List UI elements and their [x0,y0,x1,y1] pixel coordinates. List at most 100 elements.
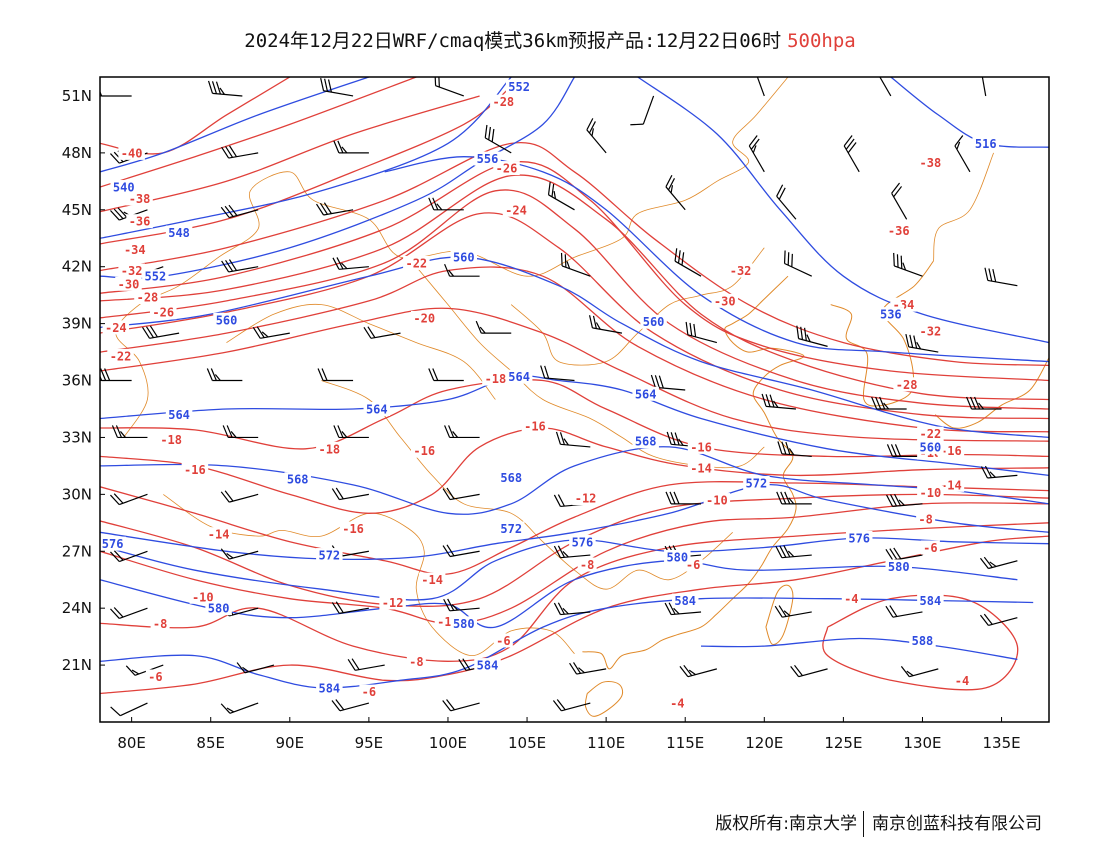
height-contour-label: 536 [880,308,902,322]
wind-barb [444,263,480,277]
wind-barb [222,425,259,439]
wind-barb [885,547,923,561]
temperature-contour-label-bg [952,673,972,688]
temperature-contour-label-bg [885,223,912,238]
chart-title: 2024年12月22日WRF/cmaq模式36km预报产品:12月22日06时 5… [0,26,1100,53]
wind-barb [885,605,923,618]
temperature-contour-label-bg [157,432,185,447]
boundary-line [163,494,575,657]
wind-barb [320,77,354,97]
wind-barb [428,368,464,382]
wind-barb [666,431,702,448]
wind-barb [484,124,512,154]
temperature-contour-label: -30 [714,294,736,308]
boundary-line [933,152,994,262]
height-contour-label-bg [743,475,770,490]
height-contour-line [100,77,370,173]
coastline [584,680,624,717]
height-contour-label: 584 [674,594,696,608]
temperature-contour-label-bg [410,443,438,458]
temperature-contour-label-bg [145,669,165,684]
height-contour-label-bg [917,593,944,608]
wind-barb [111,425,148,439]
height-contour-label: 560 [643,315,665,329]
temperature-contour-label-bg [711,293,739,308]
temperature-contour-label-bg [107,348,134,363]
wind-barb [588,315,623,334]
temperature-contour-label-bg [687,439,715,454]
height-contour-label-bg [165,407,193,422]
contour-label-layer: -40-38-38-36-36-34-34-32 -32-32-30-30-28-… [100,79,999,711]
temperature-contour-label: -6 [148,670,162,684]
temperature-contour-label: -36 [888,224,910,238]
temperature-contour-label-bg [150,305,177,320]
lon-tick-label: 120E [745,734,783,752]
temperature-contour-label: -6 [923,541,937,555]
temperature-contour-line [100,212,1049,420]
height-contour-label: 568 [287,473,309,487]
wind-barb [685,321,718,344]
temperature-contour-label: -6 [496,634,510,648]
height-contour-label-bg [316,548,343,563]
height-contour-label-bg [497,470,525,485]
lon-tick-label: 90E [276,734,305,752]
wind-barb [560,252,591,277]
wind-barb [665,174,686,211]
temperature-contour-label: -22 [405,256,427,270]
temperature-contour-label-bg [937,443,965,458]
height-contour-label-bg [474,658,501,673]
lat-tick-label: 33N [62,428,92,446]
wind-barb [331,601,369,614]
wind-barb [900,665,939,678]
temperature-contour-label-bg [917,485,944,500]
temperature-contour-label: -8 [153,617,167,631]
wind-barb [332,257,369,270]
temperature-contour-label-bg [482,371,509,386]
height-contour-label-bg [632,434,659,449]
lat-tick-label: 27N [62,542,92,560]
height-contour-label: 556 [477,152,499,166]
lon-tick-label: 100E [429,734,467,752]
temperature-contour-label-bg [121,242,149,257]
wind-barb [775,545,812,559]
height-contour-label: 576 [572,535,594,549]
height-contour-label: 576 [102,537,124,551]
wind-barb [553,545,591,559]
wind-barb [110,607,148,620]
temperature-contour-line [100,266,1049,433]
temperature-contour-label: -8 [580,558,594,572]
temperature-contour-label: -18 [485,372,507,386]
temperature-contour-label: -12 [575,492,597,506]
height-contour-label-bg [316,680,343,695]
temperature-contour-line [100,174,1049,401]
wind-barb [443,598,480,612]
wind-barb [777,441,812,458]
wind-barb [891,182,908,220]
temperature-contour-label-bg [916,512,936,527]
wind-barb [442,487,480,501]
height-contour-label-bg [450,616,478,631]
temperature-contour-label: -10 [192,590,214,604]
temperature-contour-line [100,77,291,155]
height-contour-label: 564 [366,402,388,416]
wind-barb [442,544,480,558]
height-contour-line [100,375,1049,477]
temperature-contour-label: -32 [730,264,752,278]
wind-barb [444,425,480,439]
wind-barb [555,431,591,448]
wind-barb [207,80,243,97]
boundary-line [226,303,496,400]
boundary-line [115,77,789,438]
lat-tick-label: 39N [62,315,92,333]
temperature-contour-label-bg [493,633,513,648]
temperature-contour-label: -40 [121,146,143,160]
wind-barb [100,368,132,382]
lon-tick-label: 115E [666,734,704,752]
wind-barb [347,658,385,671]
height-contour-label-bg [205,601,232,616]
height-contour-label: 572 [318,549,340,563]
height-contour-label-bg [569,534,596,549]
height-contour-line [100,483,1049,561]
temperature-contour-label: -18 [318,442,340,456]
